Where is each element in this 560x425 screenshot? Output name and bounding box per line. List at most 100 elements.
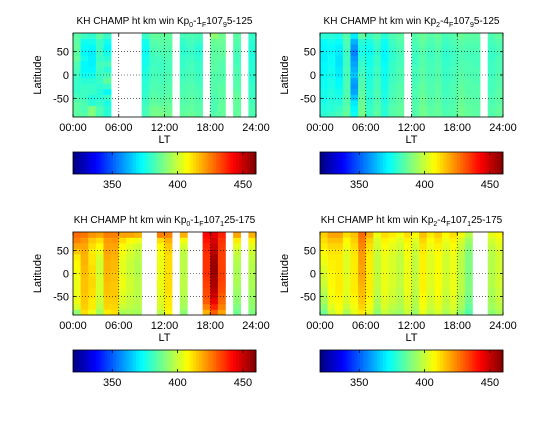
heatmap-cell <box>450 232 458 238</box>
heatmap-cell <box>104 100 112 106</box>
heatmap-cell <box>358 260 366 266</box>
heatmap-cell <box>218 293 226 299</box>
colorbar-segment <box>90 350 93 372</box>
heatmap-cell <box>180 106 188 112</box>
chart-panel-2: KH CHAMP ht km win Kp2-4F10795-12500:00 0… <box>279 16 517 191</box>
heatmap-cell <box>165 95 173 101</box>
colorbar-segment <box>185 152 188 174</box>
heatmap-cell <box>111 232 119 238</box>
heatmap-cell <box>442 282 450 288</box>
heatmap-cell <box>88 39 96 45</box>
x-axis-label: LT <box>158 332 170 344</box>
y-tick-label: 0 <box>310 269 316 281</box>
heatmap-cell <box>358 67 366 73</box>
heatmap-cell <box>88 293 96 299</box>
colorbar-segment <box>423 152 426 174</box>
heatmap-cell <box>343 44 351 50</box>
heatmap-cell <box>419 83 427 89</box>
heatmap-cell <box>73 50 81 56</box>
heatmap-cell <box>419 50 427 56</box>
heatmap-cell <box>396 50 404 56</box>
colorbar-segment <box>173 152 176 174</box>
heatmap-cell <box>119 265 127 271</box>
heatmap-cell <box>320 100 328 106</box>
colorbar-segment <box>397 152 400 174</box>
heatmap-cell <box>157 55 165 61</box>
heatmap-cell <box>442 309 450 315</box>
heatmap-cell <box>96 249 104 255</box>
heatmap-cell <box>165 249 173 255</box>
heatmap-cell <box>389 67 397 73</box>
heatmap-cell <box>73 298 81 304</box>
heatmap-cell <box>442 50 450 56</box>
heatmap-cell <box>320 95 328 101</box>
heatmap-cell <box>473 50 481 56</box>
heatmap-cell <box>165 78 173 84</box>
heatmap-cell <box>457 83 465 89</box>
heatmap-cell <box>180 55 188 61</box>
heatmap-cell <box>396 232 404 238</box>
heatmap-cell <box>81 39 89 45</box>
heatmap-cell <box>358 287 366 293</box>
heatmap-cell <box>157 83 165 89</box>
heatmap-cell <box>210 44 218 50</box>
heatmap-cell <box>343 254 351 260</box>
heatmap-cell <box>381 293 389 299</box>
heatmap-cell <box>396 89 404 95</box>
heatmap-cell <box>233 78 241 84</box>
heatmap-cell <box>419 249 427 255</box>
heatmap-cell <box>126 304 134 310</box>
heatmap-cell <box>488 293 496 299</box>
colorbar-segment <box>250 152 253 174</box>
colorbar-segment <box>371 152 374 174</box>
y-tick-label: -50 <box>53 292 69 304</box>
y-axis-label: Latitude <box>279 254 291 293</box>
heatmap-cell <box>396 260 404 266</box>
heatmap-cell <box>320 55 328 61</box>
heatmap-cell <box>203 282 211 288</box>
heatmap-cell <box>126 293 134 299</box>
heatmap-cell <box>495 55 503 61</box>
heatmap-cell <box>427 249 435 255</box>
heatmap-cell <box>495 89 503 95</box>
heatmap-cell <box>434 260 442 266</box>
heatmap-cell <box>248 78 256 84</box>
colorbar-segment <box>102 152 105 174</box>
heatmap-cell <box>396 55 404 61</box>
heatmap-cell <box>335 39 343 45</box>
heatmap-cell <box>142 100 150 106</box>
heatmap-cell <box>180 265 188 271</box>
heatmap-cell <box>96 61 104 67</box>
heatmap-cell <box>366 271 374 277</box>
heatmap-cell <box>358 44 366 50</box>
heatmap-cell <box>104 95 112 101</box>
heatmap-cell <box>396 95 404 101</box>
heatmap-cell <box>88 309 96 315</box>
heatmap-cell <box>119 238 127 244</box>
heatmap-cell <box>351 111 359 117</box>
heatmap-cell <box>457 232 465 238</box>
heatmap-cell <box>142 33 150 39</box>
heatmap-cell <box>203 260 211 266</box>
heatmap-cell <box>381 89 389 95</box>
colorbar-tick-label: 450 <box>481 179 499 191</box>
heatmap-cell <box>412 238 420 244</box>
heatmap-cell <box>465 298 473 304</box>
colorbar-segment <box>82 152 85 174</box>
heatmap-cell <box>81 95 89 101</box>
colorbar-segment <box>144 350 147 372</box>
colorbar: 350 400 450 <box>320 350 503 389</box>
colorbar-segment <box>329 152 332 174</box>
heatmap-cell <box>165 33 173 39</box>
colorbar-segment <box>351 350 354 372</box>
heatmap-cell <box>450 304 458 310</box>
heatmap-cell <box>412 78 420 84</box>
heatmap-cell <box>210 309 218 315</box>
heatmap-cell <box>210 287 218 293</box>
heatmap-cell <box>210 67 218 73</box>
x-axis-label: LT <box>405 332 417 344</box>
heatmap-cell <box>218 249 226 255</box>
heatmap-cell <box>381 298 389 304</box>
heatmap-cell <box>335 89 343 95</box>
heatmap-cell <box>396 298 404 304</box>
